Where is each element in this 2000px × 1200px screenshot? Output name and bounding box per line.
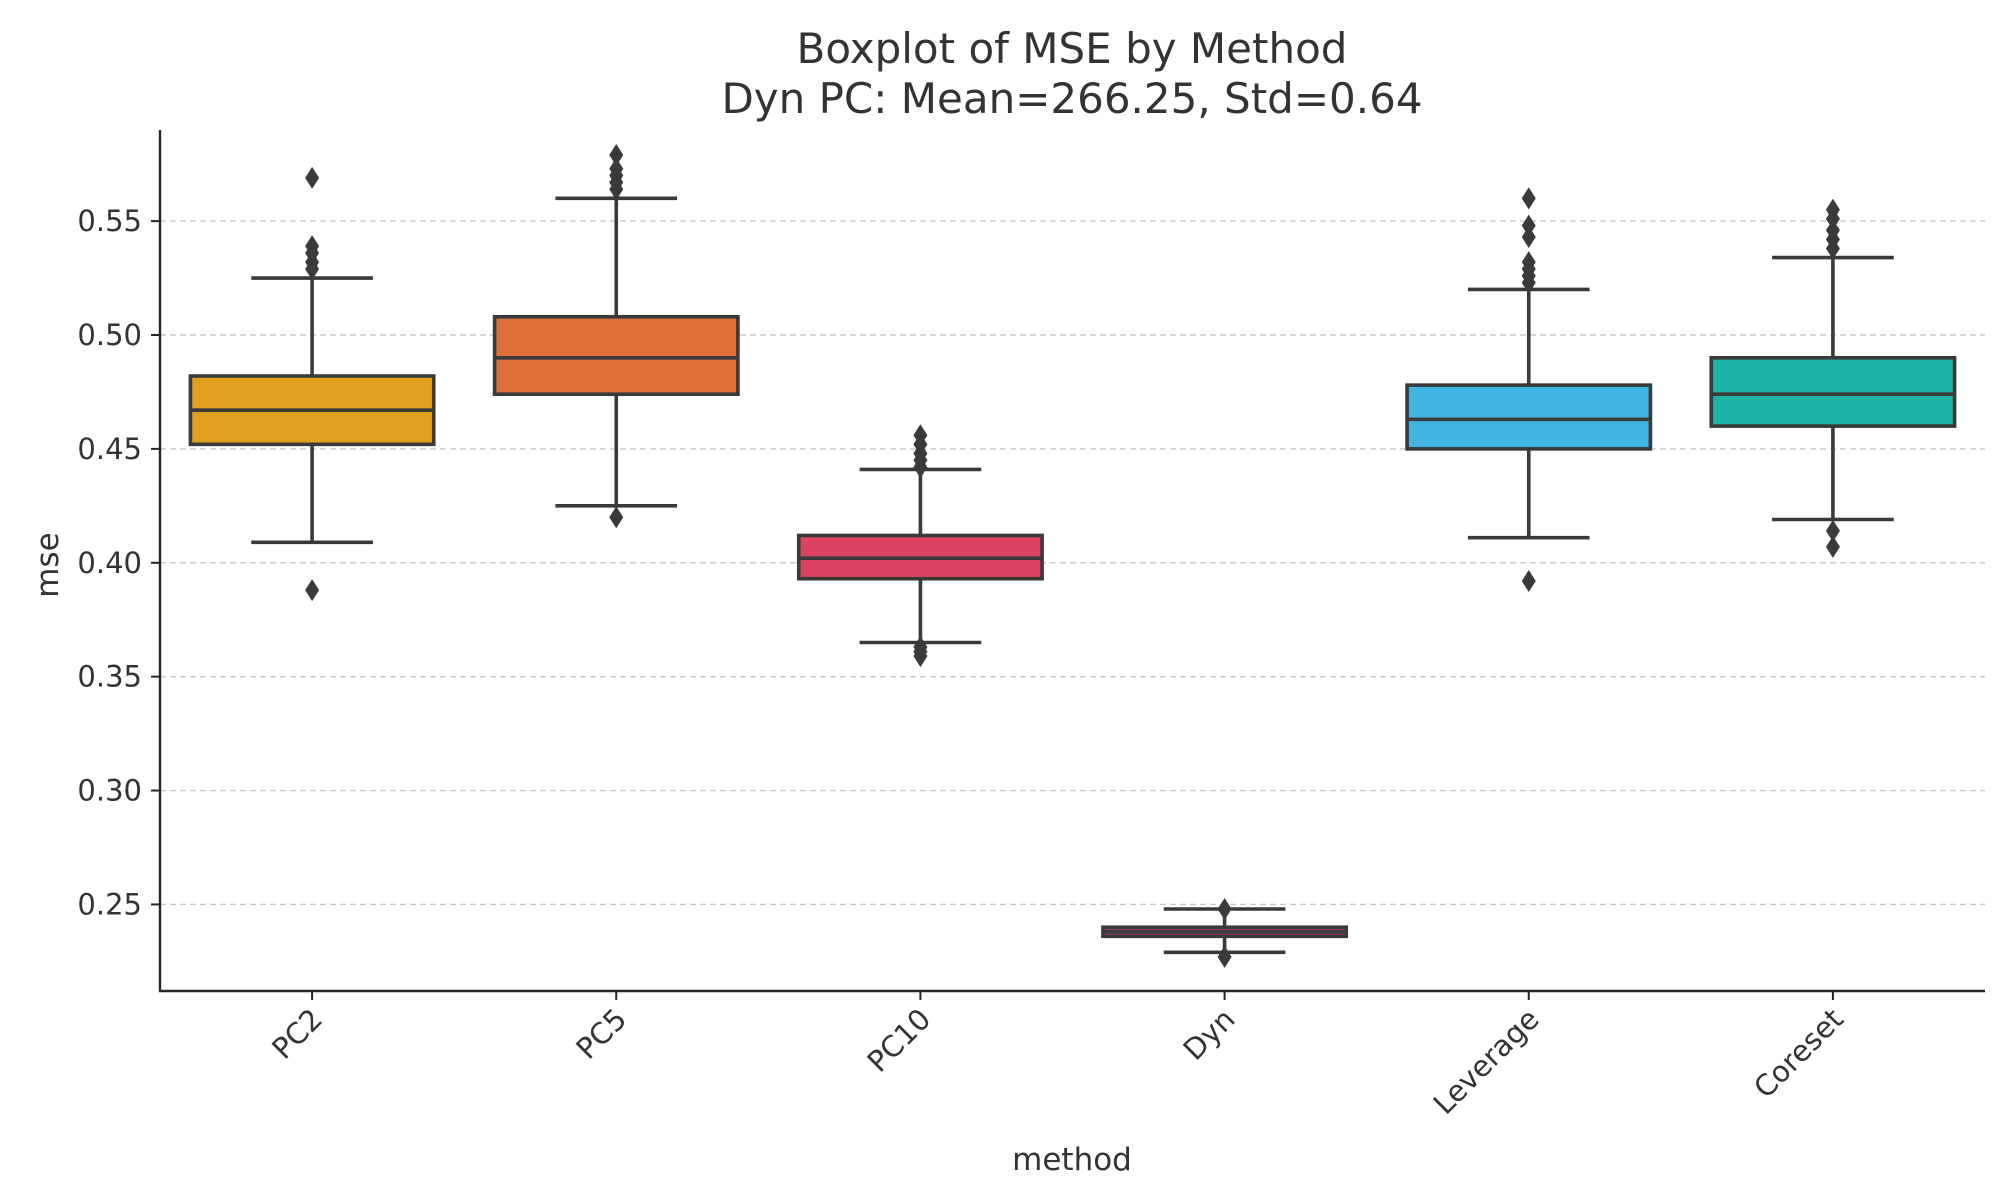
x-tick-label: Leverage	[1427, 1002, 1546, 1121]
outlier-point	[1825, 219, 1840, 242]
outlier-point	[1521, 251, 1536, 274]
outlier-point	[913, 424, 928, 447]
chart-title: Boxplot of MSE by Method	[797, 24, 1348, 73]
box-group-pc10	[796, 424, 1044, 668]
outlier-point	[1521, 214, 1536, 237]
y-tick-label: 0.25	[77, 887, 142, 921]
axis-layer	[158, 130, 1985, 993]
box-group-dyn	[1101, 898, 1349, 968]
tick-layer: 0.25 0.30 0.35 0.40 0.45 0.50 0.55 PC2 PC5 PC10 Dy…	[77, 204, 1849, 1121]
outlier-point	[609, 506, 624, 529]
box-iqr	[1405, 383, 1653, 451]
x-axis-label: method	[1012, 1142, 1132, 1178]
chart-subtitle: Dyn PC: Mean=266.25, Std=0.64	[721, 74, 1422, 123]
box-group-pc2	[188, 166, 436, 602]
x-tick-label: Dyn	[1177, 1002, 1242, 1067]
x-tick-label: PC5	[569, 1002, 633, 1066]
y-tick-label: 0.55	[77, 204, 142, 238]
outlier-point	[1521, 187, 1536, 210]
outlier-point	[1825, 535, 1840, 558]
outlier-point	[1521, 226, 1536, 249]
box-iqr	[492, 314, 740, 397]
outlier-point	[609, 144, 624, 167]
y-tick-label: 0.35	[77, 660, 142, 694]
outlier-point	[305, 166, 320, 189]
outlier-point	[913, 636, 928, 659]
outlier-point	[305, 235, 320, 258]
y-tick-label: 0.30	[77, 774, 142, 808]
x-tick-label: PC2	[265, 1002, 329, 1066]
grid-layer	[160, 220, 1985, 906]
outlier-point	[1217, 945, 1232, 968]
y-tick-label: 0.45	[77, 432, 142, 466]
y-axis-label: mse	[30, 532, 66, 597]
outlier-point	[609, 157, 624, 180]
box-layer	[188, 144, 1957, 968]
y-tick-label: 0.50	[77, 318, 142, 352]
box-group-pc5	[492, 144, 740, 529]
box-iqr	[1709, 355, 1957, 428]
outlier-point	[1825, 198, 1840, 221]
outlier-point	[305, 579, 320, 602]
y-tick-label: 0.40	[77, 546, 142, 580]
outlier-point	[1521, 570, 1536, 592]
outlier-point	[1217, 898, 1232, 920]
x-tick-label: PC10	[861, 1002, 938, 1079]
box-group-coreset	[1709, 198, 1957, 558]
outlier-point	[1825, 519, 1840, 542]
box-group-leverage	[1405, 187, 1653, 592]
x-tick-label: Coreset	[1747, 1002, 1850, 1105]
